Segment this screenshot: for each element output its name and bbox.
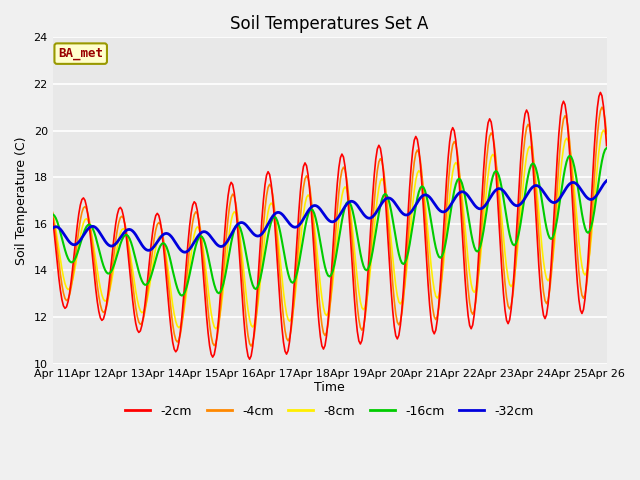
X-axis label: Time: Time — [314, 382, 345, 395]
Legend: -2cm, -4cm, -8cm, -16cm, -32cm: -2cm, -4cm, -8cm, -16cm, -32cm — [120, 400, 539, 423]
Title: Soil Temperatures Set A: Soil Temperatures Set A — [230, 15, 429, 33]
Text: BA_met: BA_met — [58, 47, 103, 60]
Y-axis label: Soil Temperature (C): Soil Temperature (C) — [15, 136, 28, 265]
